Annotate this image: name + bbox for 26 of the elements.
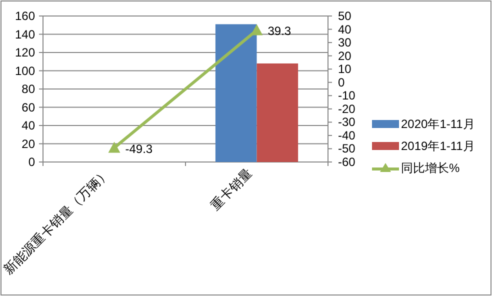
y2-tick-label: -50 xyxy=(338,142,356,156)
y2-tick-label: 0 xyxy=(338,75,345,90)
y-tick-label: 40 xyxy=(22,118,36,132)
y-tick-label: 120 xyxy=(14,46,36,60)
y2-tick-label: -20 xyxy=(338,102,356,116)
y2-tick-label: 40 xyxy=(338,22,352,36)
data-label: 39.3 xyxy=(268,24,292,38)
y2-tick-label: -10 xyxy=(338,88,356,103)
y2-tick-label: 50 xyxy=(338,9,352,23)
data-label: -49.3 xyxy=(125,142,153,156)
y2-tick-label: 20 xyxy=(338,48,352,63)
legend-label: 2020年1-11月 xyxy=(401,117,475,131)
y2-tick-label: 30 xyxy=(338,36,352,50)
x-tick-label: 重卡销量 xyxy=(207,166,255,213)
y2-tick-label: -30 xyxy=(338,115,356,130)
y-tick-label: 20 xyxy=(22,136,36,151)
y2-tick-label: -40 xyxy=(338,128,356,142)
y-tick-label: 60 xyxy=(22,100,36,114)
y-tick-label: 80 xyxy=(22,82,36,96)
y2-tick-label: 10 xyxy=(338,62,352,76)
y-tick-label: 100 xyxy=(14,64,36,78)
y2-tick-label: -60 xyxy=(338,155,356,169)
y-tick-label: 140 xyxy=(14,27,36,42)
legend-label: 2019年1-11月 xyxy=(401,139,475,153)
legend-label: 同比增长% xyxy=(401,161,460,175)
y-tick-label: 160 xyxy=(14,9,36,23)
